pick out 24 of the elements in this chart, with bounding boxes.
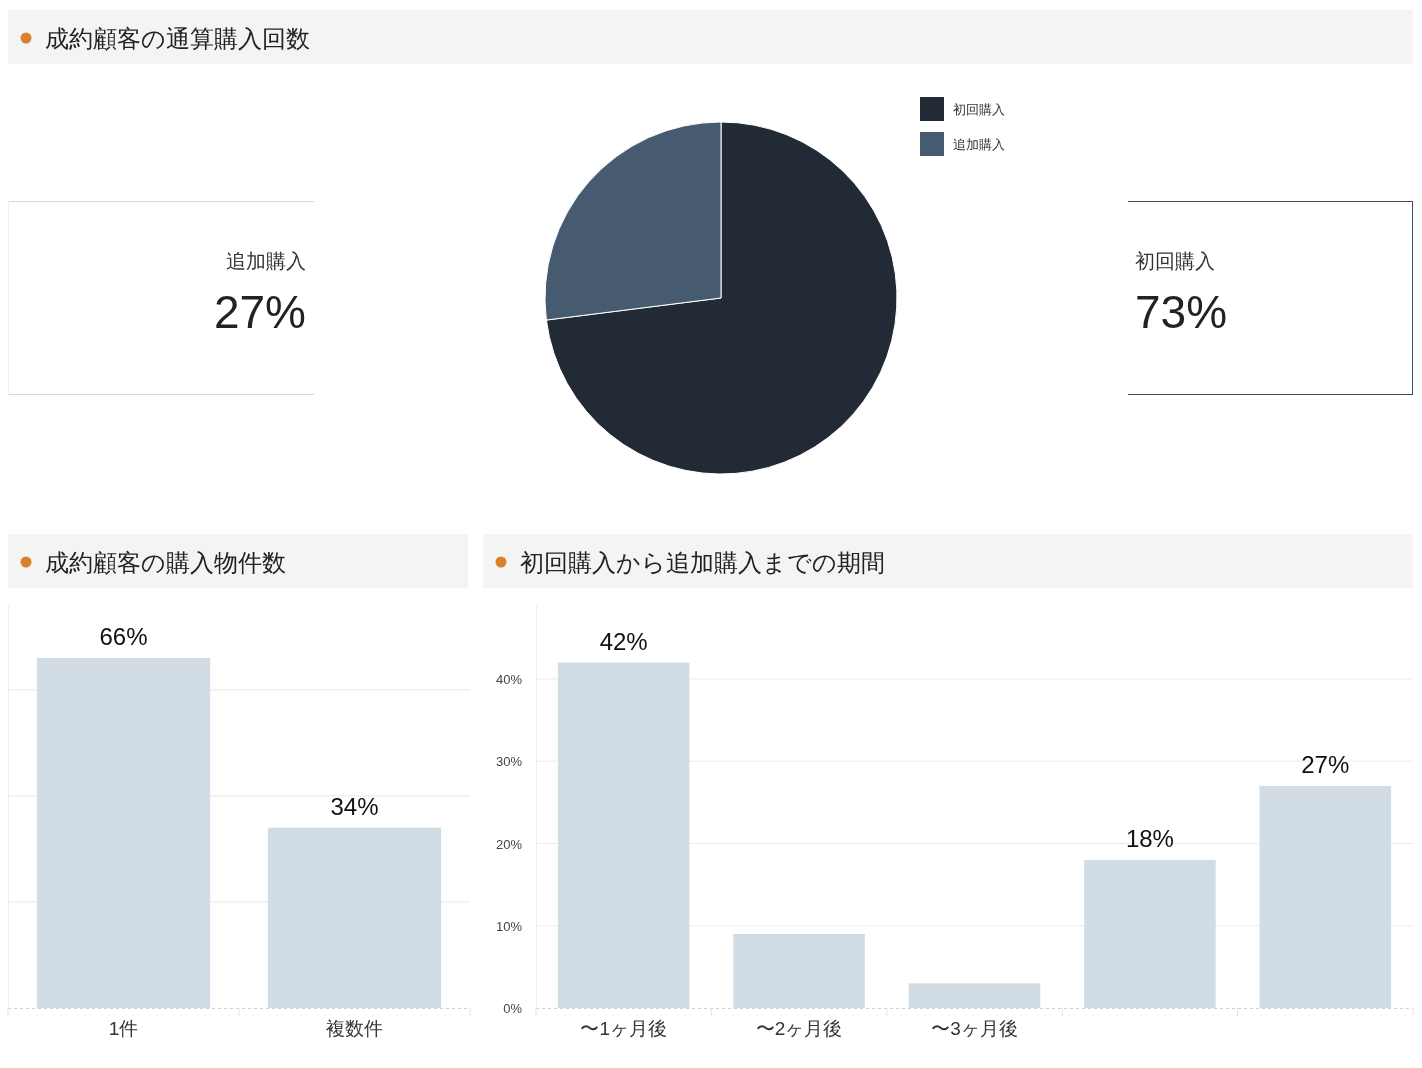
card-title: 初回購入 — [1135, 250, 1215, 272]
xtick-label: 1件 — [108, 1018, 139, 1039]
ytick-label: 20% — [495, 836, 522, 852]
legend-label: 追加購入 — [953, 137, 1005, 152]
value-label: 18% — [1125, 824, 1174, 852]
xtick-label: 複数件 — [326, 1018, 383, 1039]
legend-label: 初回購入 — [953, 102, 1005, 117]
value-label: 34% — [330, 792, 379, 820]
value-label: 42% — [599, 627, 648, 655]
ytick-label: 40% — [495, 672, 522, 687]
card-value: 27% — [213, 286, 306, 338]
xtick-label: 〜3ヶ月後 — [931, 1018, 1018, 1039]
card-value: 73% — [1135, 286, 1228, 338]
xtick-label: 〜1ヶ月後 — [580, 1018, 667, 1039]
ytick-label: 10% — [495, 918, 522, 934]
title: 初回購入から追加購入までの期間 — [520, 549, 885, 576]
title: 成約顧客の購入物件数 — [45, 549, 286, 576]
xtick-label: 〜2ヶ月後 — [755, 1018, 843, 1039]
ytick-label: 30% — [495, 754, 522, 770]
title: 成約顧客の通算購入回数 — [45, 25, 310, 52]
value-label: 66% — [99, 623, 148, 651]
value-label: 27% — [1301, 750, 1350, 778]
ytick-label: 0% — [503, 1001, 522, 1016]
card-title: 追加購入 — [226, 250, 306, 272]
